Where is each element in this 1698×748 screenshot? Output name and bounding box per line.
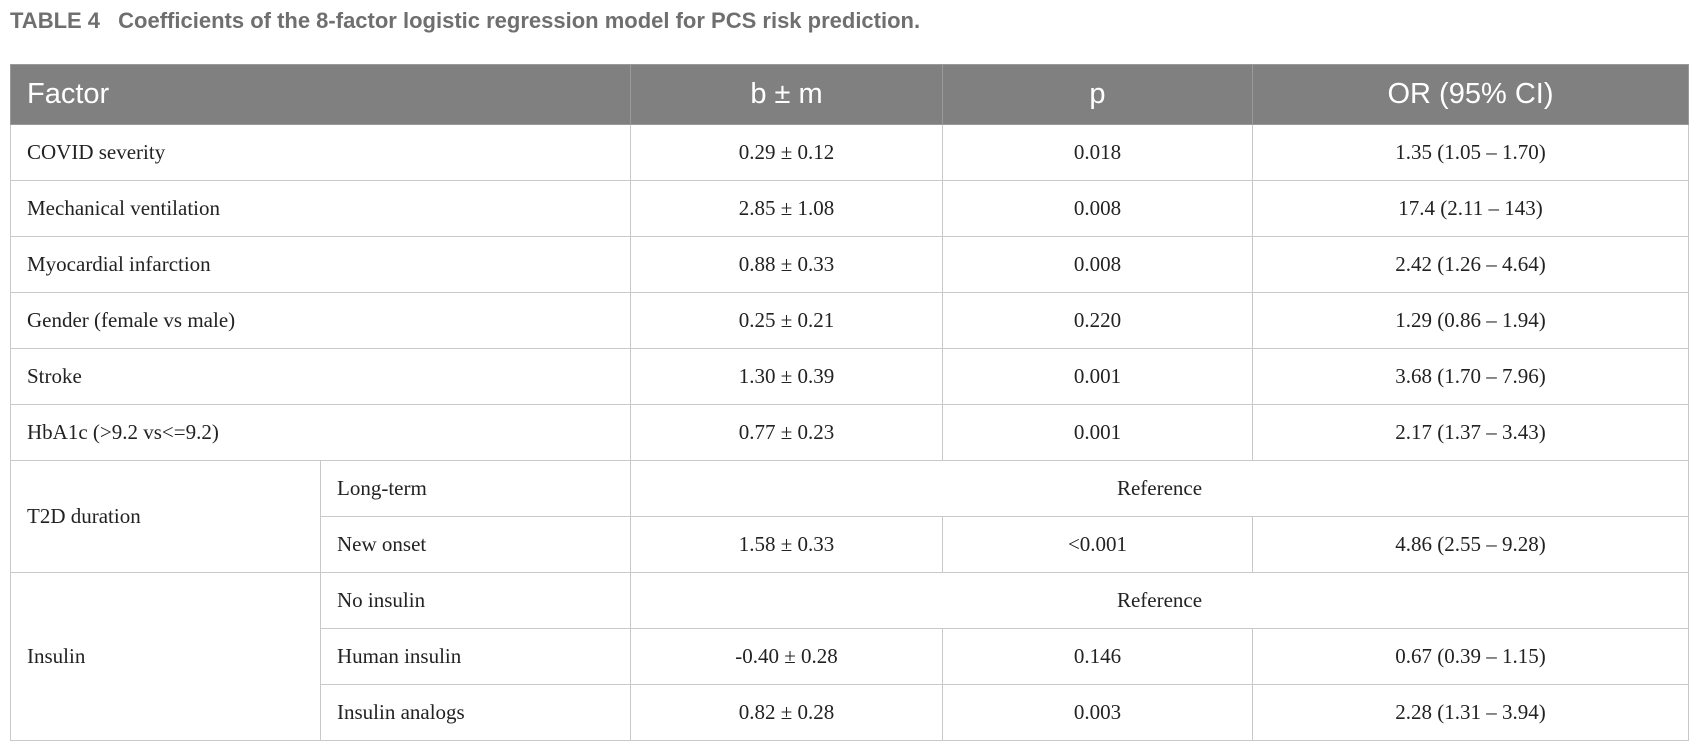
- p-cell: 0.008: [942, 236, 1253, 293]
- or-cell: 1.35 (1.05 – 1.70): [1252, 124, 1689, 181]
- factor-cell: COVID severity: [10, 124, 631, 181]
- p-cell: <0.001: [942, 516, 1253, 573]
- b-cell: 0.88 ± 0.33: [630, 236, 943, 293]
- sublevel-cell: Insulin analogs: [320, 684, 631, 741]
- b-cell: 0.25 ± 0.21: [630, 292, 943, 349]
- or-cell: 2.42 (1.26 – 4.64): [1252, 236, 1689, 293]
- sublevel-cell: New onset: [320, 516, 631, 573]
- or-cell: 3.68 (1.70 – 7.96): [1252, 348, 1689, 405]
- or-cell: 17.4 (2.11 – 143): [1252, 180, 1689, 237]
- factor-cell-insulin: Insulin: [10, 572, 321, 741]
- header-row: Factor b ± m p OR (95% CI): [10, 64, 1689, 125]
- sublevel-cell: No insulin: [320, 572, 631, 629]
- factor-cell: Mechanical ventilation: [10, 180, 631, 237]
- table-title: Coefficients of the 8-factor logistic re…: [118, 8, 921, 33]
- b-cell: 0.77 ± 0.23: [630, 404, 943, 461]
- table-row: Stroke 1.30 ± 0.39 0.001 3.68 (1.70 – 7.…: [10, 348, 1689, 405]
- header-or: OR (95% CI): [1252, 64, 1689, 125]
- table-row: T2D duration Long-term Reference: [10, 460, 1689, 573]
- table-label: TABLE 4: [10, 8, 101, 33]
- table-row: Myocardial infarction 0.88 ± 0.33 0.008 …: [10, 236, 1689, 293]
- or-cell: 4.86 (2.55 – 9.28): [1252, 516, 1689, 573]
- or-cell: 2.28 (1.31 – 3.94): [1252, 684, 1689, 741]
- header-p: p: [942, 64, 1253, 125]
- p-cell: 0.003: [942, 684, 1253, 741]
- factor-cell: Gender (female vs male): [10, 292, 631, 349]
- table-row: COVID severity 0.29 ± 0.12 0.018 1.35 (1…: [10, 124, 1689, 181]
- table-caption: TABLE 4 Coefficients of the 8-factor log…: [10, 8, 920, 34]
- table-row: Mechanical ventilation 2.85 ± 1.08 0.008…: [10, 180, 1689, 237]
- b-cell: 0.82 ± 0.28: [630, 684, 943, 741]
- table-row: Gender (female vs male) 0.25 ± 0.21 0.22…: [10, 292, 1689, 349]
- reference-cell: Reference: [630, 572, 1689, 629]
- b-cell: 0.29 ± 0.12: [630, 124, 943, 181]
- factor-cell-t2d: T2D duration: [10, 460, 321, 573]
- b-cell: -0.40 ± 0.28: [630, 628, 943, 685]
- header-b: b ± m: [630, 64, 943, 125]
- p-cell: 0.008: [942, 180, 1253, 237]
- factor-cell: Myocardial infarction: [10, 236, 631, 293]
- regression-table: Factor b ± m p OR (95% CI) COVID severit…: [10, 64, 1689, 741]
- or-cell: 2.17 (1.37 – 3.43): [1252, 404, 1689, 461]
- table-row: Insulin No insulin Reference: [10, 572, 1689, 741]
- sublevel-cell: Human insulin: [320, 628, 631, 685]
- table-row: Human insulin -0.40 ± 0.28 0.146 0.67 (0…: [11, 628, 1689, 685]
- b-cell: 1.58 ± 0.33: [630, 516, 943, 573]
- header-factor: Factor: [10, 64, 631, 125]
- p-cell: 0.001: [942, 404, 1253, 461]
- b-cell: 1.30 ± 0.39: [630, 348, 943, 405]
- or-cell: 1.29 (0.86 – 1.94): [1252, 292, 1689, 349]
- or-cell: 0.67 (0.39 – 1.15): [1252, 628, 1689, 685]
- p-cell: 0.018: [942, 124, 1253, 181]
- sublevel-cell: Long-term: [320, 460, 631, 517]
- p-cell: 0.220: [942, 292, 1253, 349]
- p-cell: 0.001: [942, 348, 1253, 405]
- b-cell: 2.85 ± 1.08: [630, 180, 943, 237]
- p-cell: 0.146: [942, 628, 1253, 685]
- table-row: HbA1c (>9.2 vs<=9.2) 0.77 ± 0.23 0.001 2…: [10, 404, 1689, 461]
- reference-cell: Reference: [630, 460, 1689, 517]
- factor-cell: HbA1c (>9.2 vs<=9.2): [10, 404, 631, 461]
- factor-cell: Stroke: [10, 348, 631, 405]
- table-row: Insulin analogs 0.82 ± 0.28 0.003 2.28 (…: [11, 684, 1689, 741]
